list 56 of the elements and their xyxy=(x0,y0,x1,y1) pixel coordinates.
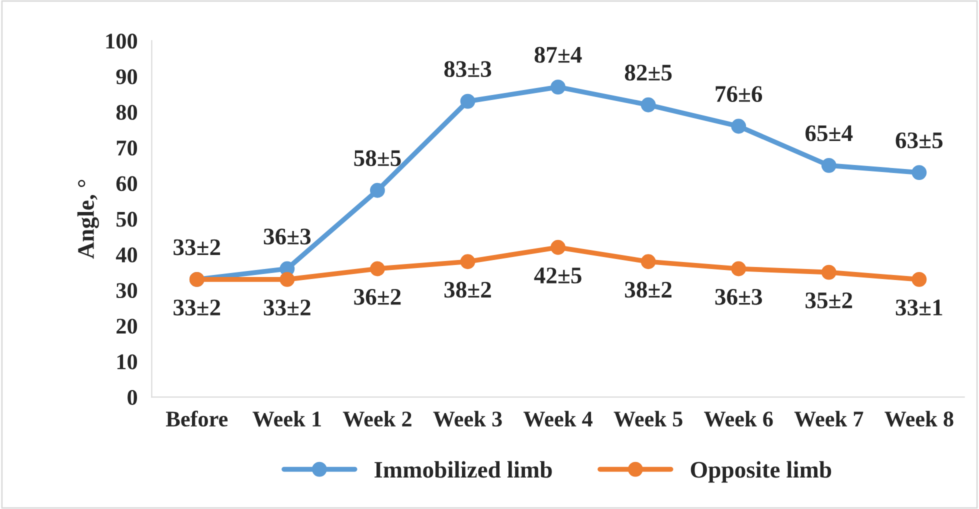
point xyxy=(550,80,566,95)
y-tick-label: 70 xyxy=(116,140,138,156)
point xyxy=(550,240,566,255)
y-axis-title: Angle, ° xyxy=(77,180,99,259)
y-tick-label: 10 xyxy=(117,354,138,370)
data-label: 38±2 xyxy=(625,282,672,298)
legend-label: Opposite limb xyxy=(690,461,832,483)
data-label: 82±5 xyxy=(624,64,672,81)
point xyxy=(821,264,836,280)
x-tick-label: Week 3 xyxy=(433,410,502,427)
y-tick-label: 30 xyxy=(116,283,138,298)
point xyxy=(280,272,295,287)
point xyxy=(731,261,746,276)
x-tick-label: Week 1 xyxy=(252,410,321,427)
data-label: 33±2 xyxy=(174,300,220,316)
data-label: 58±5 xyxy=(354,150,401,166)
data-label: 63±5 xyxy=(896,132,942,148)
x-tick-label: Before xyxy=(166,410,228,427)
point xyxy=(912,272,927,287)
point xyxy=(912,165,927,180)
data-label: 33±1 xyxy=(896,300,942,316)
y-tick-label: 40 xyxy=(116,247,138,262)
x-tick-label: Week 7 xyxy=(794,410,864,427)
x-tick-label: Week 8 xyxy=(884,410,954,427)
point xyxy=(370,261,385,276)
point xyxy=(370,182,385,198)
y-tick-label: 60 xyxy=(116,176,138,192)
y-tick-label: 80 xyxy=(116,104,138,120)
x-tick-label: Week 6 xyxy=(704,410,773,427)
data-label: 36±3 xyxy=(715,288,762,305)
x-tick-label: Week 4 xyxy=(523,410,592,427)
y-tick-label: 90 xyxy=(116,69,138,84)
point xyxy=(821,158,836,173)
data-label: 35±2 xyxy=(806,292,852,308)
point xyxy=(460,94,476,109)
data-label: 33±2 xyxy=(264,300,310,316)
data-label: 65±4 xyxy=(806,125,853,142)
point xyxy=(640,254,656,270)
y-tick-label: 0 xyxy=(128,390,138,405)
data-label: 33±2 xyxy=(174,239,220,256)
data-label: 76±6 xyxy=(716,86,762,102)
data-label: 83±3 xyxy=(444,61,492,78)
data-label: 36±3 xyxy=(264,228,311,245)
y-tick-label: 100 xyxy=(106,34,138,49)
data-label: 38±2 xyxy=(444,282,491,298)
point xyxy=(640,97,656,112)
x-tick-label: Week 5 xyxy=(614,410,682,427)
point xyxy=(731,118,746,134)
y-tick-label: 50 xyxy=(116,212,138,227)
y-tick-label: 20 xyxy=(116,318,138,334)
legend-label: Immobilized limb xyxy=(374,461,552,478)
point xyxy=(460,254,476,270)
x-tick-label: Week 2 xyxy=(342,410,412,427)
data-label: 87±4 xyxy=(534,46,582,63)
data-label: 42±5 xyxy=(534,268,582,284)
data-label: 36±2 xyxy=(354,288,401,305)
